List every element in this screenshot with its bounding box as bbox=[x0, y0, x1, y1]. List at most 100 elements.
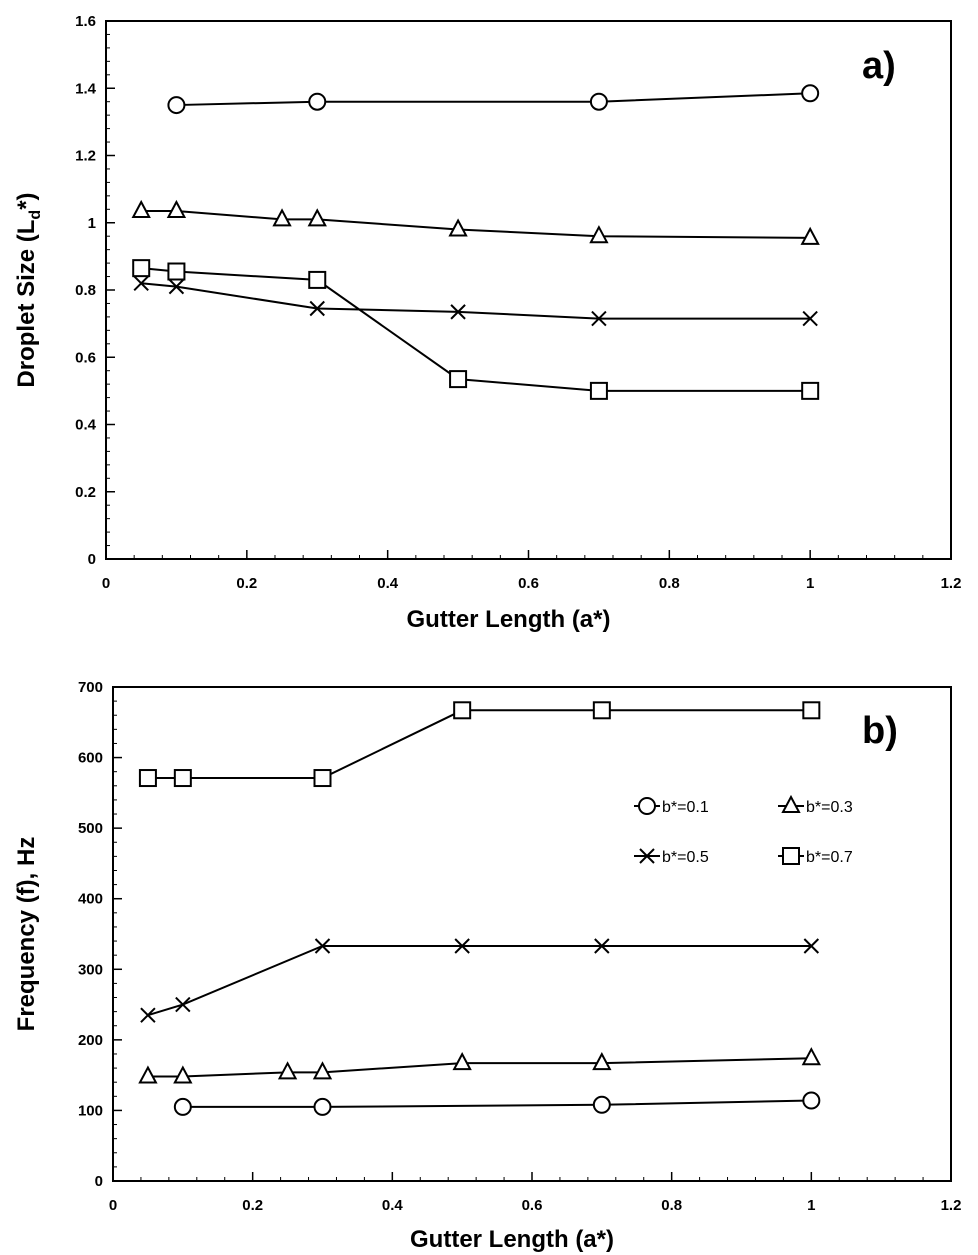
series-line bbox=[141, 282, 811, 320]
data-point-square bbox=[138, 769, 157, 788]
chart-panel-b: 0 100 200 300 400 500 600 700 0 0.2 0.4 0.6 0.8 1 1.2 G… bbox=[13, 679, 961, 1253]
y-tick-label: 0 bbox=[95, 1173, 103, 1190]
data-point-x bbox=[454, 938, 470, 954]
y-tick-label: 600 bbox=[78, 750, 103, 767]
series-line bbox=[176, 92, 811, 107]
y-tick-label: 0.6 bbox=[75, 349, 96, 366]
y-axis-title-tail: *) bbox=[13, 192, 40, 209]
series-b*=0.3 bbox=[138, 1047, 821, 1084]
data-point-circle bbox=[589, 92, 608, 111]
data-point-x bbox=[802, 310, 818, 327]
legend-marker bbox=[639, 848, 655, 864]
y-tick-label: 1.6 bbox=[75, 13, 96, 30]
series-b*=0.5 bbox=[133, 275, 818, 327]
y-axis-title-subscript: d bbox=[27, 210, 44, 220]
data-point-triangle bbox=[272, 208, 292, 227]
data-point-x bbox=[309, 300, 325, 317]
x-tick-label: 0.6 bbox=[522, 1197, 543, 1214]
x-tick-label: 0.8 bbox=[661, 1197, 682, 1214]
data-point-x bbox=[314, 938, 331, 954]
data-point-x bbox=[591, 310, 607, 327]
data-point-x bbox=[168, 278, 185, 295]
data-point-triangle bbox=[589, 225, 609, 244]
y-axis-title: Droplet Size (Ld*) bbox=[13, 192, 44, 387]
data-point-square bbox=[801, 381, 820, 400]
series-line bbox=[147, 1057, 812, 1078]
y-tick-label: 0.2 bbox=[75, 484, 96, 501]
y-tick-label: 0 bbox=[88, 551, 96, 568]
data-point-triangle bbox=[173, 1065, 193, 1084]
series-line bbox=[182, 1099, 812, 1108]
legend-entry: b*=0.1 bbox=[634, 797, 709, 816]
legend: b*=0.1 b*=0.3 b*=0.5 b*=0.7 bbox=[634, 794, 853, 866]
legend-marker bbox=[638, 797, 656, 815]
x-axis-title: Gutter Length (a*) bbox=[407, 606, 611, 633]
data-point-square bbox=[167, 262, 186, 281]
legend-marker bbox=[781, 794, 801, 813]
y-axis-title-main: Frequency (f), Hz bbox=[13, 837, 40, 1032]
y-tick-label: 1 bbox=[88, 215, 96, 232]
y-tick-label: 200 bbox=[78, 1032, 103, 1049]
data-point-triangle bbox=[166, 199, 187, 218]
series-line bbox=[147, 944, 812, 1017]
legend-entry: b*=0.5 bbox=[634, 848, 709, 866]
data-point-circle bbox=[802, 1091, 821, 1110]
legend-marker bbox=[782, 847, 800, 865]
y-tick-label: 700 bbox=[78, 679, 103, 696]
series-b*=0.7 bbox=[132, 259, 820, 400]
x-tick-label: 0.8 bbox=[659, 575, 680, 592]
data-point-x bbox=[594, 938, 610, 954]
data-point-x bbox=[133, 275, 149, 291]
series-b*=0.1 bbox=[167, 84, 820, 115]
series-b*=0.5 bbox=[140, 938, 820, 1023]
x-tick-label: 1 bbox=[807, 1197, 815, 1214]
series-line bbox=[147, 709, 812, 780]
data-point-x bbox=[450, 304, 466, 320]
x-tick-label: 0.2 bbox=[236, 575, 257, 592]
chart-panel-a: 0 0.2 0.4 0.6 0.8 1 1.2 1.4 1.6 0 0.2 0.4 0.6 0.8 1 1.2… bbox=[13, 13, 961, 633]
x-tick-label: 1 bbox=[806, 575, 814, 592]
data-point-triangle bbox=[312, 1061, 333, 1080]
x-tick-label: 1.2 bbox=[941, 575, 962, 592]
y-axis-title: Frequency (f), Hz bbox=[13, 837, 40, 1032]
data-point-x bbox=[140, 1007, 156, 1023]
data-point-circle bbox=[173, 1097, 192, 1116]
data-point-square bbox=[308, 270, 327, 289]
legend-label: b*=0.7 bbox=[806, 849, 853, 866]
data-point-circle bbox=[313, 1097, 332, 1116]
y-axis-title-main: Droplet Size (L bbox=[13, 220, 40, 388]
legend-entry: b*=0.7 bbox=[778, 847, 853, 866]
data-point-square bbox=[589, 381, 608, 400]
x-axis-title: Gutter Length (a*) bbox=[410, 1226, 614, 1253]
y-tick-label: 1.2 bbox=[75, 148, 96, 165]
data-point-square bbox=[449, 370, 468, 389]
data-point-triangle bbox=[138, 1065, 158, 1084]
y-tick-label: 300 bbox=[78, 961, 103, 978]
y-tick-label: 400 bbox=[78, 891, 103, 908]
data-point-triangle bbox=[800, 226, 820, 245]
x-tick-label: 0.4 bbox=[377, 575, 399, 592]
x-tick-label: 0.6 bbox=[518, 575, 539, 592]
legend-label: b*=0.3 bbox=[806, 799, 853, 816]
series-line bbox=[141, 209, 811, 239]
data-point-square bbox=[453, 701, 472, 720]
x-tick-label: 0 bbox=[109, 1197, 117, 1214]
data-point-triangle bbox=[131, 199, 151, 218]
data-point-square bbox=[802, 701, 821, 720]
y-tick-label: 1.4 bbox=[75, 80, 97, 97]
data-point-triangle bbox=[592, 1052, 612, 1071]
data-point-square bbox=[173, 769, 192, 788]
y-tick-label: 0.4 bbox=[75, 417, 97, 434]
series-b*=0.3 bbox=[131, 199, 820, 245]
data-point-triangle bbox=[801, 1047, 821, 1066]
series-b*=0.7 bbox=[138, 701, 821, 788]
y-tick-label: 0.8 bbox=[75, 282, 96, 299]
x-tick-label: 0.2 bbox=[242, 1197, 263, 1214]
data-point-circle bbox=[167, 96, 186, 115]
x-tick-label: 0 bbox=[102, 575, 110, 592]
x-tick-label: 0.4 bbox=[382, 1197, 404, 1214]
data-point-circle bbox=[801, 84, 820, 103]
series-line bbox=[141, 267, 811, 392]
data-point-square bbox=[132, 259, 151, 278]
